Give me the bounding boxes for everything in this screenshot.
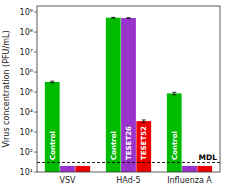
y-tick-label: 10³ (20, 128, 33, 137)
bar-label: Control (171, 131, 179, 160)
y-tick (34, 152, 37, 153)
error-bar (50, 81, 54, 83)
y-tick (34, 112, 37, 113)
y-tick (34, 72, 37, 73)
mdl-label: MDL (199, 153, 218, 162)
y-tick-label: 10⁶ (20, 68, 33, 77)
x-tick-label: VSV (59, 176, 76, 185)
y-tick (34, 12, 37, 13)
bar (106, 18, 121, 172)
bar-labels: Control Control Control TESET26 TESET52 (49, 126, 179, 160)
y-tick-label: 10⁴ (20, 108, 33, 117)
y-tick (34, 92, 37, 93)
y-axis-label: Virus concentration (PFU/mL) (2, 30, 11, 147)
bar (45, 82, 60, 172)
bar-label: TESET52 (140, 126, 148, 160)
y-tick-label: 10⁵ (20, 88, 33, 97)
bar (167, 93, 182, 172)
error-bar (142, 120, 146, 122)
y-tick (34, 172, 37, 173)
bar (182, 166, 197, 172)
error-bar (127, 17, 131, 19)
plot-area (37, 17, 220, 172)
bar (121, 18, 136, 172)
error-bar (172, 92, 176, 94)
x-tick-label: HAd-5 (116, 176, 140, 185)
bar-label: Control (110, 131, 118, 160)
y-tick-label: 10⁷ (20, 48, 33, 57)
y-tick (34, 52, 37, 53)
chart: Control Control Control TESET26 TESET52 MDL 10… (0, 0, 225, 189)
bar-label: Control (49, 131, 57, 160)
x-tick-label: Influenza A (167, 176, 212, 185)
mdl-line (37, 162, 220, 163)
bar (60, 166, 75, 172)
y-tick (34, 32, 37, 33)
bar (136, 121, 151, 172)
y-tick-label: 10¹ (20, 168, 33, 177)
bar (75, 166, 90, 172)
y-tick-label: 10⁸ (20, 28, 33, 37)
y-tick-label: 10⁹ (20, 8, 33, 17)
bar (197, 166, 212, 172)
bar-label: TESET26 (125, 126, 133, 160)
plot-frame (37, 6, 220, 172)
y-tick (34, 132, 37, 133)
y-tick-label: 10² (20, 148, 33, 157)
error-bar (111, 17, 115, 19)
